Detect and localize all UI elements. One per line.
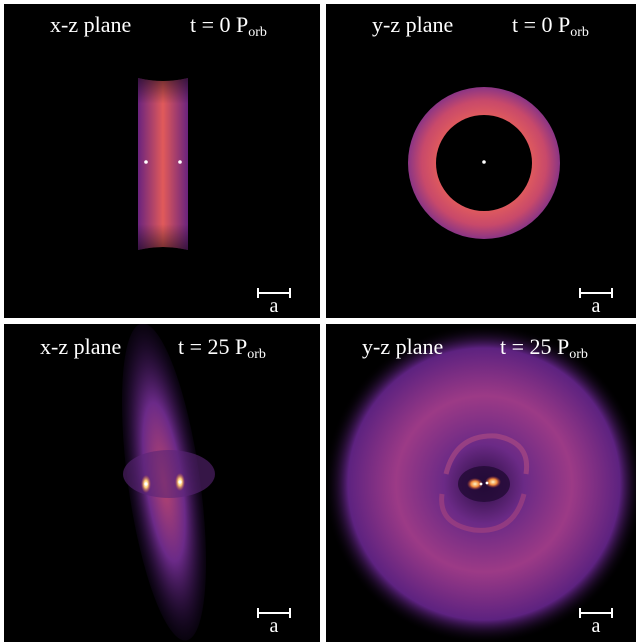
time-label: t = 25 Porb <box>178 334 266 362</box>
time-subscript: orb <box>569 347 588 362</box>
scale-bar: a <box>257 606 291 636</box>
star-marker <box>144 160 148 164</box>
scale-bar: a <box>579 286 613 316</box>
scale-label: a <box>269 295 279 317</box>
time-text: t = 0 P <box>190 12 249 37</box>
plane-text: y-z plane <box>362 334 444 359</box>
spiral-arm <box>439 493 527 533</box>
time-subscript: orb <box>570 25 589 40</box>
yz-t0-image <box>408 87 560 239</box>
panel-xz-t0: x-z plane t = 0 Porb a <box>4 4 320 318</box>
panel-yz-t0: y-z plane t = 0 Porb a <box>326 4 636 318</box>
spiral-arm <box>443 433 530 475</box>
plane-label: x-z plane <box>50 14 131 36</box>
time-label: t = 25 Porb <box>500 334 588 362</box>
plane-text: x-z plane <box>40 334 122 359</box>
star-marker <box>178 160 182 164</box>
time-label: t = 0 Porb <box>190 12 267 40</box>
panel-xz-t25: x-z plane t = 25 Porb a <box>4 324 320 642</box>
scale-label: a <box>591 295 601 317</box>
plane-label: x-z plane <box>40 336 121 358</box>
plane-label: y-z plane <box>372 14 453 36</box>
xz-t0-image <box>138 78 188 250</box>
plane-text: y-z plane <box>372 12 454 37</box>
circumbinary-glow <box>467 478 483 490</box>
scale-label: a <box>269 615 279 637</box>
scale-label: a <box>591 615 601 637</box>
plane-text: x-z plane <box>50 12 132 37</box>
yz-t25-image <box>326 324 636 642</box>
binary-marker <box>482 160 486 164</box>
time-label: t = 0 Porb <box>512 12 589 40</box>
time-text: t = 0 P <box>512 12 571 37</box>
time-text: t = 25 P <box>500 334 570 359</box>
circumbinary-glow <box>485 476 501 488</box>
scale-bar: a <box>579 606 613 636</box>
time-text: t = 25 P <box>178 334 248 359</box>
panel-yz-t25: y-z plane t = 25 Porb a <box>326 324 636 642</box>
scale-bar: a <box>257 286 291 316</box>
time-subscript: orb <box>248 25 267 40</box>
plane-label: y-z plane <box>362 336 443 358</box>
xz-t25-image <box>121 324 215 641</box>
time-subscript: orb <box>247 347 266 362</box>
